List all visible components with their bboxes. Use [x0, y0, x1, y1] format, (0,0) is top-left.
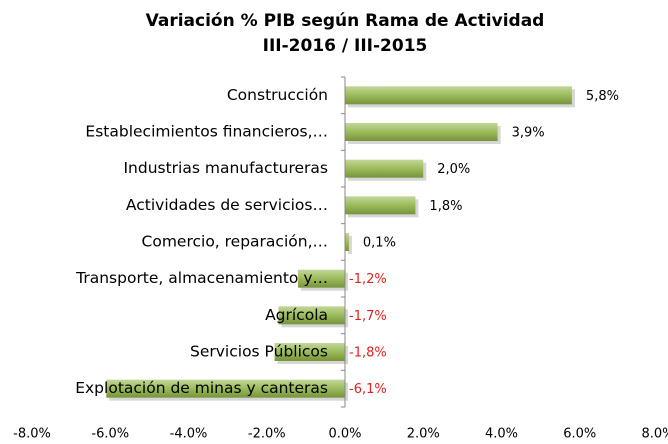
bar: [345, 123, 498, 141]
category-label: Industrias manufactureras: [123, 159, 328, 177]
chart-subtitle: III-2016 / III-2015: [263, 36, 428, 56]
bar: [106, 379, 346, 398]
category-label: Explotación de minas y canteras: [75, 379, 328, 397]
value-label: 0,1%: [363, 236, 396, 251]
x-tick-label: 2.0%: [407, 427, 440, 442]
value-label: 3,9%: [512, 126, 545, 141]
category-label: Comercio, reparación,…: [142, 233, 328, 251]
bar: [345, 159, 424, 178]
x-tick-label: 6.0%: [563, 427, 596, 442]
value-label: -1,8%: [349, 346, 387, 361]
bar: [345, 86, 572, 105]
x-tick-label: 0.0%: [328, 427, 361, 442]
bar: [298, 269, 345, 288]
category-label: Transporte, almacenamiento y…: [75, 269, 328, 287]
x-tick-label: -4.0%: [170, 427, 208, 442]
value-label: 2,0%: [437, 162, 470, 177]
category-label: Servicios Públicos: [190, 343, 328, 361]
value-label: 1,8%: [429, 199, 462, 214]
x-tick-label: 8.0%: [641, 427, 668, 442]
x-tick-label: -2.0%: [248, 427, 286, 442]
bar: [274, 343, 345, 361]
x-tick-label: -8.0%: [13, 427, 51, 442]
chart-title: Variación % PIB según Rama de Actividad: [146, 11, 545, 31]
x-tick-label: -6.0%: [91, 427, 129, 442]
value-label: -1,2%: [349, 272, 387, 287]
value-label: -1,7%: [349, 309, 387, 324]
x-tick-label: 4.0%: [485, 427, 518, 442]
bar: [345, 233, 349, 251]
category-label: Establecimientos financieros,…: [85, 123, 328, 141]
value-label: -6,1%: [349, 382, 387, 397]
category-label: Construcción: [227, 86, 328, 104]
category-label: Actividades de servicios…: [126, 196, 328, 214]
bar: [345, 196, 416, 215]
category-label: Agrícola: [265, 306, 328, 324]
value-label: 5,8%: [586, 89, 619, 104]
bar: [278, 306, 345, 325]
bar-shadow: [348, 236, 352, 254]
